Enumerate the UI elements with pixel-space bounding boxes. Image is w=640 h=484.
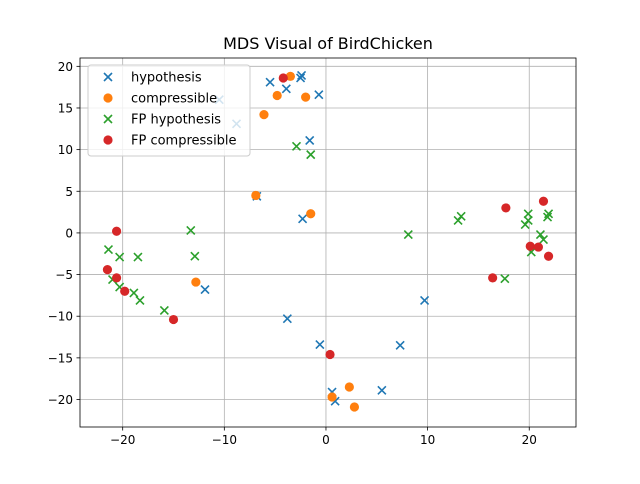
point-fp-compressible	[111, 226, 122, 236]
legend-marker	[103, 72, 113, 82]
point-fp-hypothesis	[538, 235, 549, 245]
legend-box	[87, 64, 251, 157]
point-fp-hypothesis	[135, 295, 145, 305]
y-tick-label: 0	[65, 226, 73, 240]
point-fp-compressible	[543, 251, 554, 261]
point-hypothesis	[281, 84, 291, 94]
legend-item-fp-hypothesis: FP hypothesis	[103, 113, 221, 128]
x-tick-label: 10	[420, 433, 435, 447]
y-tick-label: −5	[55, 268, 73, 282]
chart-title: MDS Visual of BirdChicken	[223, 34, 433, 53]
legend-marker	[103, 93, 113, 103]
point-compressible	[272, 90, 282, 101]
point-fp-compressible	[501, 203, 511, 213]
point-compressible	[344, 382, 354, 392]
point-fp-hypothesis	[190, 251, 200, 261]
point-compressible	[285, 71, 295, 81]
point-compressible	[301, 92, 311, 102]
x-tick-label: 20	[522, 433, 537, 447]
point-fp-compressible	[102, 264, 113, 275]
point-fp-compressible	[525, 241, 535, 251]
plot-frame	[79, 57, 577, 428]
axis-ticks: −20 −10 0 10 20 −20 −15 −10 −5 0 5 10 15 20	[48, 60, 537, 447]
point-fp-compressible	[168, 314, 179, 325]
legend-item-compressible: compressible	[103, 92, 217, 107]
point-hypothesis	[395, 340, 405, 350]
data-points	[102, 70, 554, 412]
y-tick-label: 10	[58, 143, 73, 157]
legend-label: FP hypothesis	[131, 113, 221, 128]
y-tick-label: 20	[58, 60, 73, 74]
series-compressible	[191, 71, 360, 412]
point-fp-hypothesis	[500, 274, 510, 284]
point-fp-compressible	[111, 273, 122, 283]
series-fp-compressible	[102, 73, 554, 360]
point-fp-compressible	[538, 196, 549, 206]
point-fp-hypothesis	[456, 211, 466, 221]
legend-label: hypothesis	[131, 71, 202, 86]
point-hypothesis	[377, 385, 387, 395]
point-hypothesis	[297, 70, 307, 81]
point-hypothesis	[314, 90, 324, 100]
point-hypothesis	[295, 73, 306, 83]
point-fp-compressible	[533, 242, 543, 252]
y-tick-label: −10	[48, 310, 73, 324]
gridlines	[80, 58, 576, 427]
point-fp-compressible	[278, 73, 288, 83]
point-fp-hypothesis	[115, 252, 125, 262]
point-compressible	[306, 209, 316, 219]
x-tick-label: −10	[212, 433, 237, 447]
x-tick-label: −20	[110, 433, 135, 447]
legend: hypothesis compressible FP hypothesis FP co…	[87, 64, 251, 157]
y-tick-label: −15	[48, 351, 73, 365]
point-fp-hypothesis	[291, 141, 302, 151]
point-compressible	[327, 392, 337, 402]
point-fp-hypothesis	[186, 225, 196, 235]
point-hypothesis	[315, 339, 325, 350]
point-fp-compressible	[325, 349, 335, 360]
legend-label: compressible	[131, 92, 217, 107]
point-hypothesis	[200, 284, 210, 295]
point-compressible	[191, 277, 201, 287]
legend-marker	[103, 135, 113, 145]
point-fp-hypothesis	[535, 230, 545, 240]
legend-item-hypothesis: hypothesis	[103, 71, 202, 86]
point-hypothesis	[419, 295, 430, 305]
y-tick-label: 5	[65, 185, 73, 199]
point-fp-hypothesis	[306, 150, 316, 160]
legend-label: FP compressible	[131, 134, 237, 149]
point-fp-hypothesis	[133, 252, 143, 262]
point-fp-hypothesis	[523, 215, 533, 225]
point-hypothesis	[305, 135, 315, 146]
point-compressible	[349, 402, 360, 412]
legend-marker	[103, 114, 113, 124]
point-hypothesis	[282, 314, 292, 324]
point-fp-hypothesis	[523, 209, 533, 219]
point-fp-hypothesis	[403, 230, 413, 240]
point-compressible	[259, 110, 269, 120]
y-tick-label: −20	[48, 393, 73, 407]
point-fp-hypothesis	[103, 245, 114, 255]
legend-item-fp-compressible: FP compressible	[103, 134, 237, 149]
point-fp-hypothesis	[129, 288, 139, 298]
point-fp-hypothesis	[159, 305, 169, 315]
y-tick-label: 15	[58, 101, 73, 115]
x-tick-label: 0	[322, 433, 330, 447]
point-hypothesis	[298, 214, 308, 224]
point-hypothesis	[265, 77, 275, 87]
point-fp-compressible	[120, 286, 130, 296]
point-fp-compressible	[488, 273, 498, 283]
point-compressible	[251, 190, 261, 201]
point-fp-hypothesis	[543, 209, 554, 219]
